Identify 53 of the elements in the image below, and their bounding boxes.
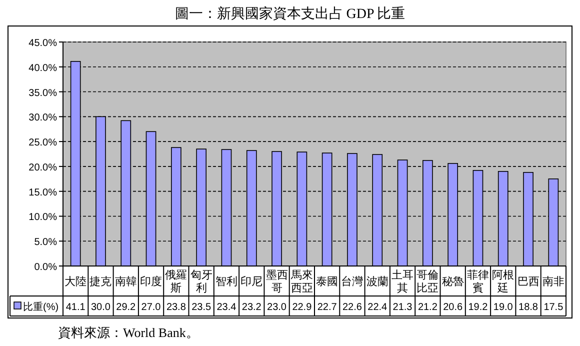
- data-label: 20.6: [443, 302, 463, 313]
- x-tick-label: 哥倫比亞: [416, 270, 439, 294]
- data-label: 23.5: [192, 302, 212, 313]
- x-tick-label: 印尼: [240, 275, 263, 288]
- x-tick-label: 馬來西亞: [290, 268, 313, 294]
- x-tick-label: 菲律賓: [466, 268, 489, 294]
- chart-title: 圖一：新興國家資本支出占 GDP 比重: [174, 6, 406, 22]
- y-tick-label: 35.0%: [28, 88, 58, 99]
- data-label: 21.2: [418, 302, 438, 313]
- x-tick-label: 土耳其: [392, 268, 414, 294]
- data-label: 23.8: [166, 302, 186, 313]
- y-tick-label: 20.0%: [28, 162, 58, 174]
- data-label: 29.2: [116, 302, 136, 313]
- x-tick-label: 南非: [542, 275, 564, 288]
- x-tick-label: 波蘭: [366, 275, 388, 288]
- y-tick-label: 30.0%: [28, 112, 58, 124]
- x-tick-label: 俄羅斯: [165, 270, 188, 294]
- y-tick-label: 10.0%: [28, 212, 58, 224]
- x-tick-label: 墨西哥: [266, 270, 288, 294]
- y-tick-label: 5.0%: [34, 237, 58, 248]
- data-label: 22.7: [317, 302, 338, 313]
- y-tick-label: 25.0%: [28, 138, 58, 149]
- source-note: 資料來源：World Bank。: [58, 325, 199, 340]
- x-tick-label: 智利: [215, 275, 238, 288]
- data-label: 19.0: [493, 302, 514, 313]
- data-label: 23.4: [216, 302, 237, 313]
- x-tick-label: 台灣: [341, 275, 364, 288]
- y-tick-label: 0.0%: [34, 262, 58, 273]
- y-tick-label: 45.0%: [28, 38, 58, 49]
- data-label: 17.5: [544, 302, 564, 313]
- data-label: 41.1: [66, 302, 86, 313]
- data-label: 22.4: [368, 302, 388, 313]
- x-tick-label: 捷克: [90, 275, 112, 288]
- data-label: 22.6: [342, 302, 362, 313]
- data-label: 27.0: [141, 302, 162, 313]
- x-tick-label: 匈牙利: [190, 270, 212, 294]
- data-label: 19.2: [468, 302, 488, 313]
- x-tick-label: 巴西: [517, 276, 540, 288]
- x-tick-label: 阿根廷: [492, 270, 514, 294]
- x-tick-label: 秘魯: [442, 276, 464, 288]
- data-label: 30.0: [90, 302, 111, 313]
- y-tick-label: 15.0%: [28, 187, 58, 198]
- data-label: 23.2: [242, 302, 262, 313]
- x-tick-label: 南韓: [114, 275, 137, 288]
- legend-label: 比重(%): [23, 301, 59, 313]
- x-tick-label: 印度: [140, 275, 162, 288]
- data-label: 23.0: [267, 302, 287, 313]
- data-label: 22.9: [292, 302, 312, 313]
- data-label: 21.3: [392, 302, 413, 313]
- data-label: 18.8: [518, 302, 538, 313]
- x-tick-label: 大陸: [64, 275, 87, 288]
- x-tick-label: 泰國: [316, 276, 338, 288]
- y-tick-label: 40.0%: [28, 62, 58, 74]
